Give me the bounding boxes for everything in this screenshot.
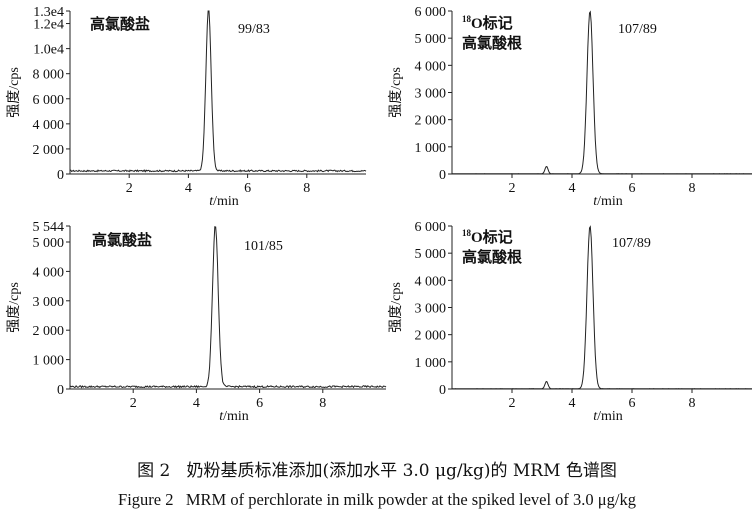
y-tick-label: 2 000 xyxy=(33,143,65,158)
chromatogram-trace xyxy=(451,10,752,175)
compound-label: 高氯酸盐 xyxy=(92,231,152,249)
y-tick-label: 4 000 xyxy=(415,274,447,289)
y-tick-label: 0 xyxy=(57,168,64,183)
y-tick-label: 5 000 xyxy=(415,247,447,262)
y-tick-label: 1.0e4 xyxy=(33,43,64,58)
x-tick-label: 6 xyxy=(629,396,636,411)
y-axis-label: 强度/cps xyxy=(388,67,404,118)
y-tick-label: 0 xyxy=(57,383,64,398)
y-tick-label: 6 000 xyxy=(33,93,65,108)
y-tick-label: 4 000 xyxy=(33,265,65,280)
x-tick-label: 8 xyxy=(319,396,326,411)
caption-cn-text: 奶粉基质标准添加(添加水平 3.0 μg/kg)的 MRM 色谱图 xyxy=(186,461,617,481)
x-tick-label: 4 xyxy=(193,396,200,411)
chromatogram-trace xyxy=(69,226,387,389)
x-tick-label: 2 xyxy=(130,396,137,411)
compound-label: 18O标记 xyxy=(462,14,513,32)
x-tick-label: 6 xyxy=(244,181,251,196)
y-tick-label: 5 000 xyxy=(33,236,65,251)
x-axis-label: t/min xyxy=(219,409,249,424)
x-tick-label: 2 xyxy=(509,396,516,411)
compound-label: 高氯酸盐 xyxy=(90,15,150,33)
caption-english: Figure 2 MRM of perchlorate in milk powd… xyxy=(0,490,754,510)
y-tick-label: 4 000 xyxy=(415,59,447,74)
y-tick-label: 2 000 xyxy=(415,329,447,344)
x-axis-label: t/min xyxy=(209,194,239,209)
y-tick-label: 2 000 xyxy=(415,114,447,129)
transition-label: 107/89 xyxy=(612,236,651,251)
y-tick-label: 0 xyxy=(439,168,446,183)
y-tick-label: 0 xyxy=(439,383,446,398)
chromatogram-trace xyxy=(69,10,367,173)
y-tick-label: 1.3e4 xyxy=(33,5,64,20)
y-tick-label: 1 000 xyxy=(415,356,447,371)
caption-chinese: 图 2 奶粉基质标准添加(添加水平 3.0 μg/kg)的 MRM 色谱图 xyxy=(0,456,754,481)
x-axis-label: t/min xyxy=(593,194,623,209)
x-tick-label: 4 xyxy=(185,181,192,196)
x-tick-label: 4 xyxy=(569,396,576,411)
y-tick-label: 3 000 xyxy=(33,295,65,310)
x-tick-label: 4 xyxy=(569,181,576,196)
y-tick-label: 8 000 xyxy=(33,68,65,83)
y-tick-label: 6 000 xyxy=(415,220,447,235)
transition-label: 101/85 xyxy=(244,239,283,254)
y-tick-label: 1 000 xyxy=(33,354,65,369)
compound-label: 18O标记 xyxy=(462,228,513,246)
y-tick-label: 2 000 xyxy=(33,324,65,339)
x-tick-label: 2 xyxy=(126,181,133,196)
x-tick-label: 8 xyxy=(303,181,310,196)
caption-cn-prefix: 图 2 xyxy=(137,461,171,481)
y-tick-label: 5 000 xyxy=(415,32,447,47)
x-tick-label: 8 xyxy=(689,181,696,196)
y-tick-label: 1 000 xyxy=(415,141,447,156)
x-tick-label: 6 xyxy=(256,396,263,411)
y-tick-label: 5 544 xyxy=(33,220,65,235)
y-axis-label: 强度/cps xyxy=(6,282,22,333)
y-tick-label: 6 000 xyxy=(415,5,447,20)
y-tick-label: 1.2e4 xyxy=(33,18,64,33)
x-tick-label: 2 xyxy=(509,181,516,196)
y-tick-label: 4 000 xyxy=(33,118,65,133)
x-axis-label: t/min xyxy=(593,409,623,424)
y-tick-label: 3 000 xyxy=(415,302,447,317)
caption-en-prefix: Figure 2 xyxy=(118,490,174,509)
caption-en-text: MRM of perchlorate in milk powder at the… xyxy=(185,490,636,509)
x-tick-label: 6 xyxy=(629,181,636,196)
x-tick-label: 8 xyxy=(689,396,696,411)
y-axis-label: 强度/cps xyxy=(388,282,404,333)
compound-label-line2: 高氯酸根 xyxy=(462,34,522,52)
compound-label-line2: 高氯酸根 xyxy=(462,248,522,266)
transition-label: 107/89 xyxy=(618,22,657,37)
y-tick-label: 3 000 xyxy=(415,87,447,102)
transition-label: 99/83 xyxy=(238,22,270,37)
y-axis-label: 强度/cps xyxy=(6,67,22,118)
chromatogram-trace xyxy=(452,225,752,390)
